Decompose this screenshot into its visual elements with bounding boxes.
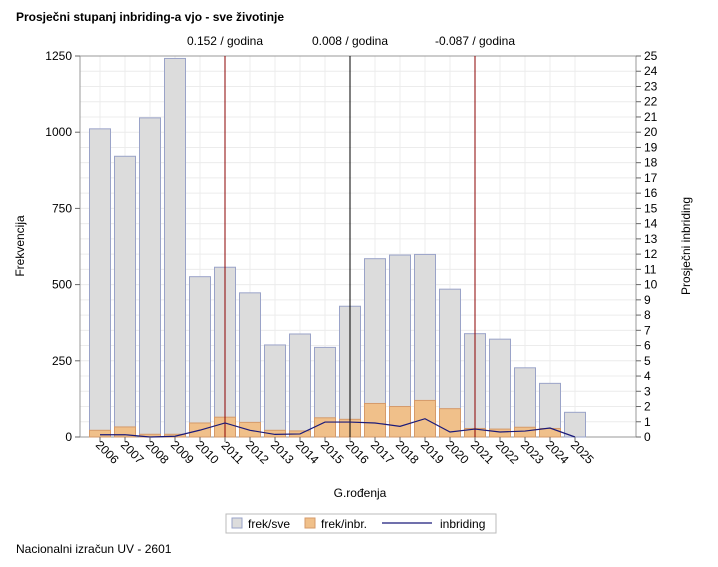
- bar-frek-sve: [489, 338, 511, 438]
- legend-label-frek-inbr: frek/inbr.: [321, 517, 367, 531]
- bar-frek-inbr: [439, 408, 461, 438]
- bar-frek-inbr: [489, 428, 511, 438]
- x-tick-label: 2018: [393, 438, 422, 467]
- legend: [225, 513, 497, 534]
- bar-frek-inbr: [89, 429, 111, 438]
- y2-tick-label: 21: [644, 110, 658, 124]
- y2-tick-label: 3: [644, 384, 651, 398]
- legend-swatch-frek-sve: [231, 517, 243, 529]
- y2-tick-label: 1: [644, 415, 651, 429]
- x-tick-label: 2020: [443, 438, 472, 467]
- y-tick-label: 500: [52, 278, 72, 292]
- x-tick-label: 2006: [93, 438, 122, 467]
- y2-tick-label: 13: [644, 232, 658, 246]
- y2-axis-label: Prosječni inbriding: [679, 197, 693, 295]
- y2-tick-label: 10: [644, 278, 658, 292]
- legend-label-frek-sve: frek/sve: [248, 517, 290, 531]
- bar-frek-sve: [514, 367, 536, 438]
- bar-frek-inbr: [389, 406, 411, 438]
- x-tick-label: 2015: [318, 438, 347, 467]
- bar-frek-inbr: [314, 417, 336, 438]
- line-inbriding: [100, 418, 576, 438]
- x-tick-label: 2008: [143, 438, 172, 467]
- y-axis-label: Frekvencija: [13, 215, 27, 277]
- y2-tick-label: 16: [644, 186, 658, 200]
- y2-tick-label: 25: [644, 49, 658, 63]
- legend-label-inbriding: inbriding: [440, 517, 485, 531]
- x-tick-label: 2022: [493, 438, 522, 467]
- footer-note: Nacionalni izračun UV - 2601: [16, 542, 172, 556]
- x-tick-label: 2012: [243, 438, 272, 467]
- y2-tick-label: 9: [644, 293, 651, 307]
- y2-tick-label: 17: [644, 171, 658, 185]
- x-tick-label: 2009: [168, 438, 197, 467]
- bar-frek-sve: [139, 117, 161, 438]
- bar-frek-sve: [114, 155, 136, 438]
- y2-tick-label: 15: [644, 201, 658, 215]
- x-tick-label: 2010: [193, 438, 222, 467]
- x-tick-label: 2013: [268, 438, 297, 467]
- y2-tick-label: 8: [644, 308, 651, 322]
- reference-line-label: 0.008 / godina: [312, 34, 388, 48]
- chart: 0.152 / godina 0.008 / godina -0.087 / god…: [13, 34, 693, 534]
- y2-tick-label: 5: [644, 354, 651, 368]
- bar-frek-sve: [239, 292, 261, 438]
- y2-tick-label: 11: [644, 262, 657, 276]
- bar-frek-sve: [264, 344, 286, 438]
- y2-tick-label: 18: [644, 156, 658, 170]
- y2-tick-label: 14: [644, 217, 658, 231]
- x-tick-label: 2017: [368, 438, 397, 467]
- legend-swatch-frek-inbr: [304, 517, 316, 529]
- y-tick-label: 1000: [45, 125, 72, 139]
- y2-tick-label: 4: [644, 369, 651, 383]
- bar-frek-inbr: [514, 426, 536, 438]
- x-tick-label: 2025: [568, 438, 597, 467]
- y2-tick-label: 2: [644, 400, 651, 414]
- bar-frek-sve: [564, 411, 586, 438]
- x-tick-label: 2016: [343, 438, 372, 467]
- y2-tick-label: 7: [644, 323, 651, 337]
- x-tick-label: 2024: [543, 438, 572, 467]
- reference-line-label: -0.087 / godina: [435, 34, 515, 48]
- y2-tick-label: 23: [644, 79, 658, 93]
- x-tick-label: 2019: [418, 438, 447, 467]
- y-tick-label: 0: [65, 430, 72, 444]
- y2-tick-label: 22: [644, 95, 658, 109]
- bar-frek-inbr: [364, 402, 386, 438]
- x-tick-label: 2014: [293, 438, 322, 467]
- chart-title: Prosječni stupanj inbriding-a vjo - sve …: [16, 10, 285, 24]
- y-tick-label: 250: [52, 354, 72, 368]
- y2-tick-label: 6: [644, 339, 651, 353]
- x-axis-label: G.rođenja: [334, 486, 387, 500]
- y2-tick-label: 19: [644, 140, 658, 154]
- x-tick-label: 2023: [518, 438, 547, 467]
- y2-tick-label: 20: [644, 125, 658, 139]
- x-tick-label: 2011: [219, 439, 247, 467]
- bar-frek-inbr: [539, 427, 561, 438]
- y2-tick-label: 24: [644, 64, 658, 78]
- x-tick-label: 2021: [468, 438, 497, 467]
- bar-frek-sve: [189, 276, 211, 438]
- bar-frek-sve: [289, 333, 311, 438]
- y2-tick-label: 12: [644, 247, 658, 261]
- reference-line-label: 0.152 / godina: [187, 34, 263, 48]
- bar-frek-sve: [89, 128, 111, 438]
- y-tick-label: 1250: [45, 49, 72, 63]
- y2-tick-label: 0: [644, 430, 651, 444]
- x-tick-label: 2007: [118, 438, 147, 467]
- bar-frek-sve: [164, 57, 186, 438]
- y-tick-label: 750: [52, 201, 72, 215]
